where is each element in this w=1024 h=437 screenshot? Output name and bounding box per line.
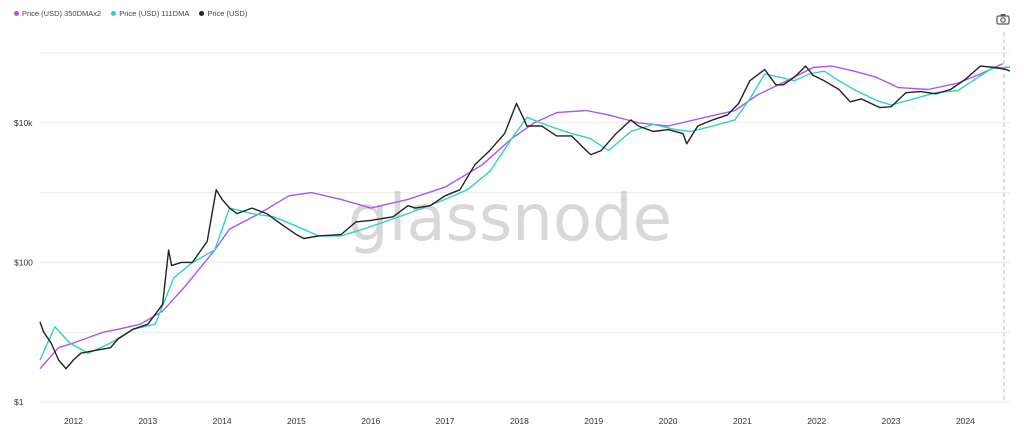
grid-lines	[40, 52, 1010, 403]
camera-icon[interactable]	[996, 12, 1010, 25]
x-tick-label: 2012	[64, 416, 83, 426]
chart-legend: Price (USD) 350DMAx2 Price (USD) 111DMA …	[14, 9, 247, 18]
x-tick-label: 2020	[659, 416, 678, 426]
y-tick-label: $100	[14, 257, 33, 267]
x-tick-label: 2022	[807, 416, 826, 426]
x-tick-label: 2016	[361, 416, 380, 426]
x-tick-label: 2021	[733, 416, 752, 426]
x-axis: 2012 2013 2014 2015 2016 2017 2018 2019 2020 2021…	[64, 416, 975, 426]
x-tick-label: 2024	[956, 416, 975, 426]
legend-label: Price (USD) 111DMA	[119, 9, 190, 18]
x-tick-label: 2019	[584, 416, 603, 426]
legend-item-price[interactable]: Price (USD)	[199, 9, 247, 18]
y-tick-label: $10k	[14, 118, 33, 128]
legend-label: Price (USD)	[207, 9, 248, 18]
x-tick-label: 2023	[882, 416, 901, 426]
legend-swatch	[111, 11, 117, 16]
legend-item-350dma[interactable]: Price (USD) 350DMAx2	[14, 9, 101, 18]
legend-item-111dma[interactable]: Price (USD) 111DMA	[111, 9, 189, 18]
x-tick-label: 2017	[436, 416, 455, 426]
watermark: glassnode	[348, 182, 672, 256]
legend-label: Price (USD) 350DMAx2	[22, 9, 102, 18]
x-tick-label: 2013	[138, 416, 157, 426]
legend-swatch	[199, 11, 205, 16]
series-line-price-usd	[39, 65, 1011, 370]
x-tick-label: 2018	[510, 416, 529, 426]
x-tick-label: 2014	[213, 416, 232, 426]
series-layer	[39, 63, 1011, 370]
series-line-price-usd-350dmax2	[39, 63, 1003, 370]
y-tick-label: $1	[14, 397, 24, 407]
y-axis: $1 $100 $10k	[14, 118, 33, 407]
series-line-price-usd-111dma	[39, 66, 1011, 361]
x-tick-label: 2015	[287, 416, 306, 426]
legend-swatch	[14, 11, 19, 16]
